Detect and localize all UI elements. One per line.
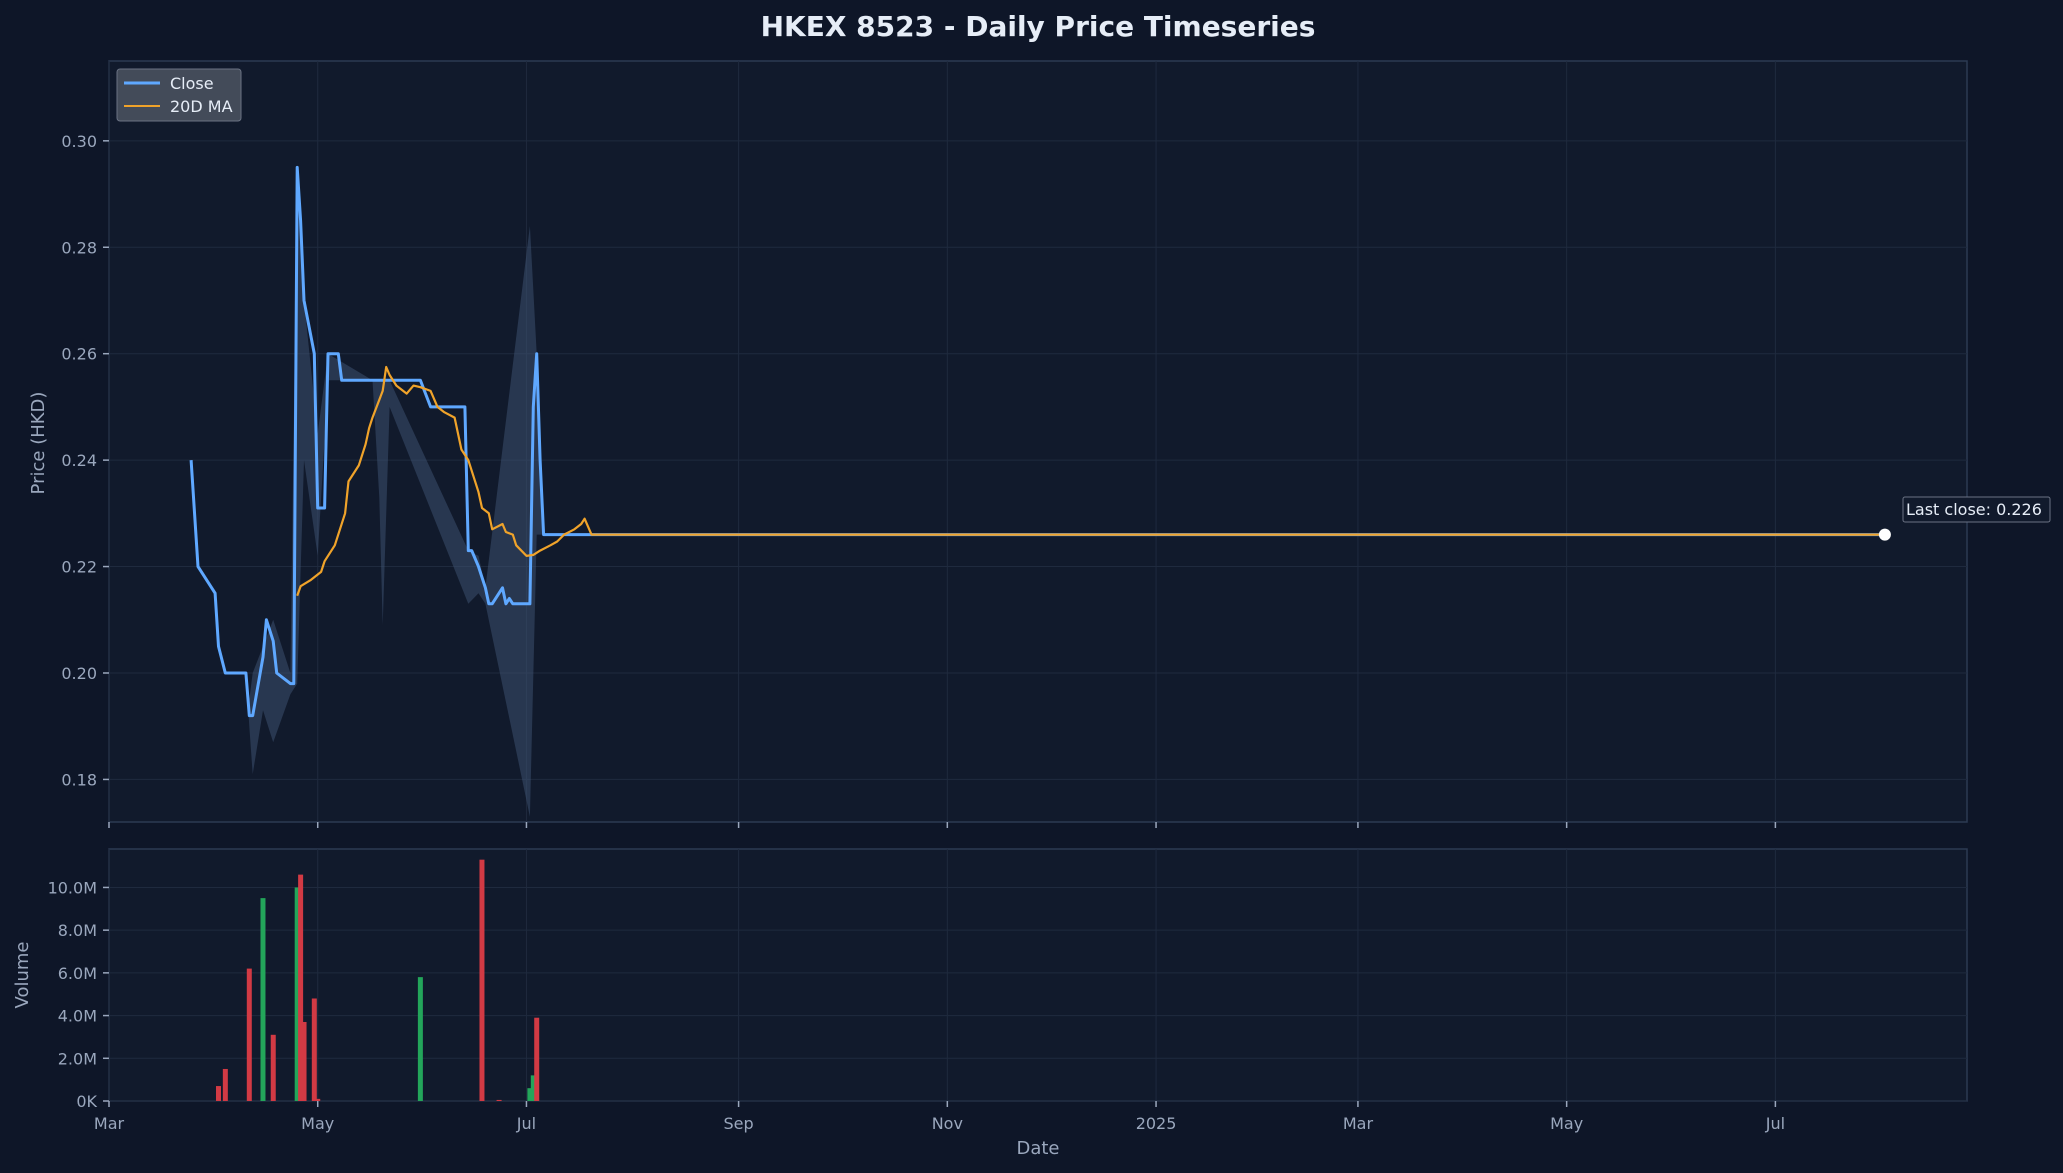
legend-label-ma: 20D MA xyxy=(170,97,233,116)
volume-bar-5 xyxy=(294,887,300,1101)
x-tick-label-0: Mar xyxy=(94,1114,125,1133)
legend: Close 20D MA xyxy=(116,68,242,122)
chart-title: HKEX 8523 - Daily Price Timeseries xyxy=(761,10,1316,43)
volume-bar-0 xyxy=(215,1086,221,1101)
price-tick-label-6: 0.30 xyxy=(61,132,97,151)
volume-bar-15 xyxy=(534,1017,540,1101)
volume-tick-label-3: 6.0M xyxy=(58,964,97,983)
last-close-marker xyxy=(1878,528,1891,541)
volume-bar-7 xyxy=(301,1021,307,1101)
volume-bars xyxy=(215,859,540,1101)
volume-panel xyxy=(108,848,1968,1102)
price-lines xyxy=(189,165,1891,718)
volume-tick-label-5: 10.0M xyxy=(48,878,97,897)
volume-bar-12 xyxy=(496,1099,502,1101)
x-ticks: Mar May Jul Sep Nov 2025 Mar May Jul xyxy=(94,822,1785,1133)
last-close-annotation: Last close: 0.226 xyxy=(1902,496,2051,523)
x-tick-label-4: Nov xyxy=(932,1114,963,1133)
volume-bar-2 xyxy=(246,968,252,1101)
x-tick-label-6: Mar xyxy=(1343,1114,1374,1133)
volume-bar-9 xyxy=(315,1098,321,1101)
price-tick-label-0: 0.18 xyxy=(61,770,97,789)
legend-label-close: Close xyxy=(170,74,214,93)
price-tick-label-1: 0.20 xyxy=(61,664,97,683)
x-tick-label-2: Jul xyxy=(516,1114,536,1133)
volume-bar-1 xyxy=(222,1068,228,1101)
volume-bar-10 xyxy=(417,977,423,1101)
price-tick-label-2: 0.22 xyxy=(61,558,97,577)
price-y-ticks: 0.18 0.20 0.22 0.24 0.26 0.28 0.30 xyxy=(61,132,109,789)
volume-axis-label: Volume xyxy=(12,942,33,1009)
price-axis-label: Price (HKD) xyxy=(28,392,49,495)
volume-y-ticks: 0K 2.0M 4.0M 6.0M 8.0M 10.0M xyxy=(48,878,109,1111)
x-tick-label-1: May xyxy=(301,1114,334,1133)
volume-bar-14 xyxy=(530,1075,536,1101)
volume-tick-label-4: 8.0M xyxy=(58,921,97,940)
volume-bar-13 xyxy=(527,1088,533,1101)
x-tick-label-5: 2025 xyxy=(1136,1114,1177,1133)
volume-tick-label-1: 2.0M xyxy=(58,1049,97,1068)
volume-bar-3 xyxy=(260,898,266,1101)
price-panel xyxy=(108,60,1968,823)
volume-bar-4 xyxy=(270,1034,276,1101)
volume-bar-8 xyxy=(311,998,317,1101)
ma-20d-line xyxy=(296,365,1885,597)
volume-bar-6 xyxy=(298,874,304,1101)
x-axis-label: Date xyxy=(1016,1138,1059,1159)
close-line xyxy=(189,165,1885,718)
x-tick-label-7: May xyxy=(1550,1114,1583,1133)
volume-tick-label-0: 0K xyxy=(76,1092,97,1111)
annotation-text: Last close: 0.226 xyxy=(1906,500,2042,519)
x-tick-label-3: Sep xyxy=(724,1114,754,1133)
price-tick-label-5: 0.28 xyxy=(61,238,97,257)
volume-bar-11 xyxy=(479,859,485,1101)
volume-tick-label-2: 4.0M xyxy=(58,1007,97,1026)
x-tick-label-8: Jul xyxy=(1765,1114,1785,1133)
annotation-box xyxy=(1902,496,2051,523)
price-tick-label-3: 0.24 xyxy=(61,451,97,470)
price-tick-label-4: 0.26 xyxy=(61,345,97,364)
